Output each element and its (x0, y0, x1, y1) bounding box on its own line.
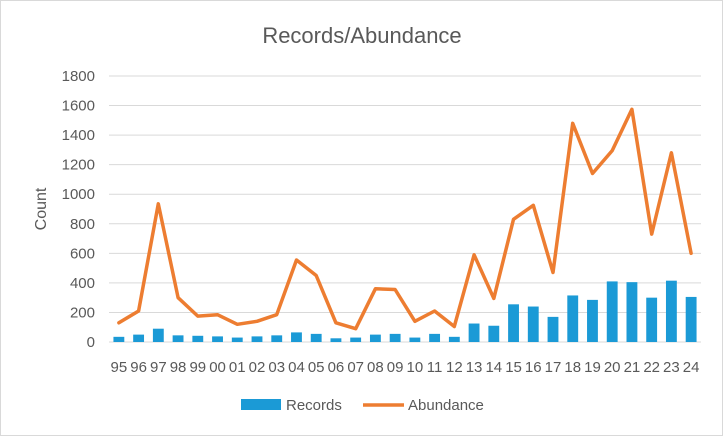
bar-records (192, 336, 203, 342)
records-bars (113, 281, 696, 342)
bar-records (331, 338, 342, 342)
bar-records (212, 336, 223, 342)
bar-records (567, 295, 578, 342)
x-tick-label: 96 (130, 359, 147, 376)
bar-records (508, 304, 519, 342)
bar-records (646, 298, 657, 342)
line-abundance (119, 109, 691, 328)
x-tick-label: 12 (446, 359, 463, 376)
x-tick-label: 02 (249, 359, 266, 376)
y-tick-label: 1000 (62, 186, 95, 203)
x-tick-label: 95 (111, 359, 128, 376)
x-tick-label: 04 (288, 359, 305, 376)
bar-records (666, 281, 677, 342)
bar-records (548, 317, 559, 342)
x-tick-label: 22 (643, 359, 660, 376)
x-tick-label: 03 (268, 359, 285, 376)
y-tick-label: 600 (70, 245, 95, 262)
y-tick-label: 400 (70, 275, 95, 292)
x-tick-label: 16 (525, 359, 542, 376)
bar-records (271, 335, 282, 342)
x-tick-label: 01 (229, 359, 246, 376)
chart-title: Records/Abundance (262, 23, 461, 48)
bar-records (488, 326, 499, 342)
x-tick-label: 20 (604, 359, 621, 376)
y-tick-label: 800 (70, 216, 95, 233)
legend-label-abundance: Abundance (408, 397, 484, 414)
x-tick-label: 98 (170, 359, 187, 376)
x-tick-label: 23 (663, 359, 680, 376)
x-tick-label: 24 (683, 359, 700, 376)
bar-records (173, 335, 184, 342)
bar-records (291, 332, 302, 342)
bar-records (133, 335, 144, 342)
bar-records (390, 334, 401, 342)
bar-records (232, 338, 243, 342)
bar-records (153, 329, 164, 342)
x-tick-label: 07 (347, 359, 364, 376)
x-tick-label: 09 (387, 359, 404, 376)
bar-records (587, 300, 598, 342)
bar-records (528, 307, 539, 342)
y-tick-label: 1800 (62, 68, 95, 85)
legend-swatch-records (241, 399, 281, 410)
y-tick-label: 1600 (62, 98, 95, 115)
bar-records (311, 334, 322, 342)
bar-records (429, 334, 440, 342)
x-tick-label: 13 (466, 359, 483, 376)
x-tick-label: 10 (407, 359, 424, 376)
bar-records (350, 338, 361, 342)
x-tick-label: 21 (624, 359, 641, 376)
x-tick-label: 15 (505, 359, 522, 376)
y-axis-ticks: 0 200 400 600 800 1000 1200 1400 1600 1800 (62, 68, 95, 351)
legend-label-records: Records (286, 397, 342, 414)
y-tick-label: 0 (87, 334, 95, 351)
x-tick-label: 06 (328, 359, 345, 376)
abundance-line (119, 109, 691, 328)
bar-records (409, 338, 420, 342)
x-tick-label: 05 (308, 359, 325, 376)
x-tick-label: 18 (564, 359, 581, 376)
x-tick-label: 97 (150, 359, 167, 376)
bar-records (370, 335, 381, 342)
x-tick-label: 19 (584, 359, 601, 376)
bar-records (469, 324, 480, 342)
x-tick-label: 99 (189, 359, 206, 376)
y-tick-label: 1200 (62, 157, 95, 174)
x-tick-label: 00 (209, 359, 226, 376)
bar-records (252, 336, 263, 342)
bar-records (113, 337, 124, 342)
y-tick-label: 1400 (62, 127, 95, 144)
legend: Records Abundance (241, 397, 484, 414)
x-tick-label: 14 (485, 359, 502, 376)
x-tick-label: 17 (545, 359, 562, 376)
bar-records (627, 282, 638, 342)
x-tick-label: 08 (367, 359, 384, 376)
x-tick-label: 11 (427, 359, 443, 376)
y-axis-label: Count (33, 187, 50, 230)
bar-records (607, 281, 618, 342)
bar-records (686, 297, 697, 342)
y-tick-label: 200 (70, 304, 95, 321)
bar-records (449, 337, 460, 342)
